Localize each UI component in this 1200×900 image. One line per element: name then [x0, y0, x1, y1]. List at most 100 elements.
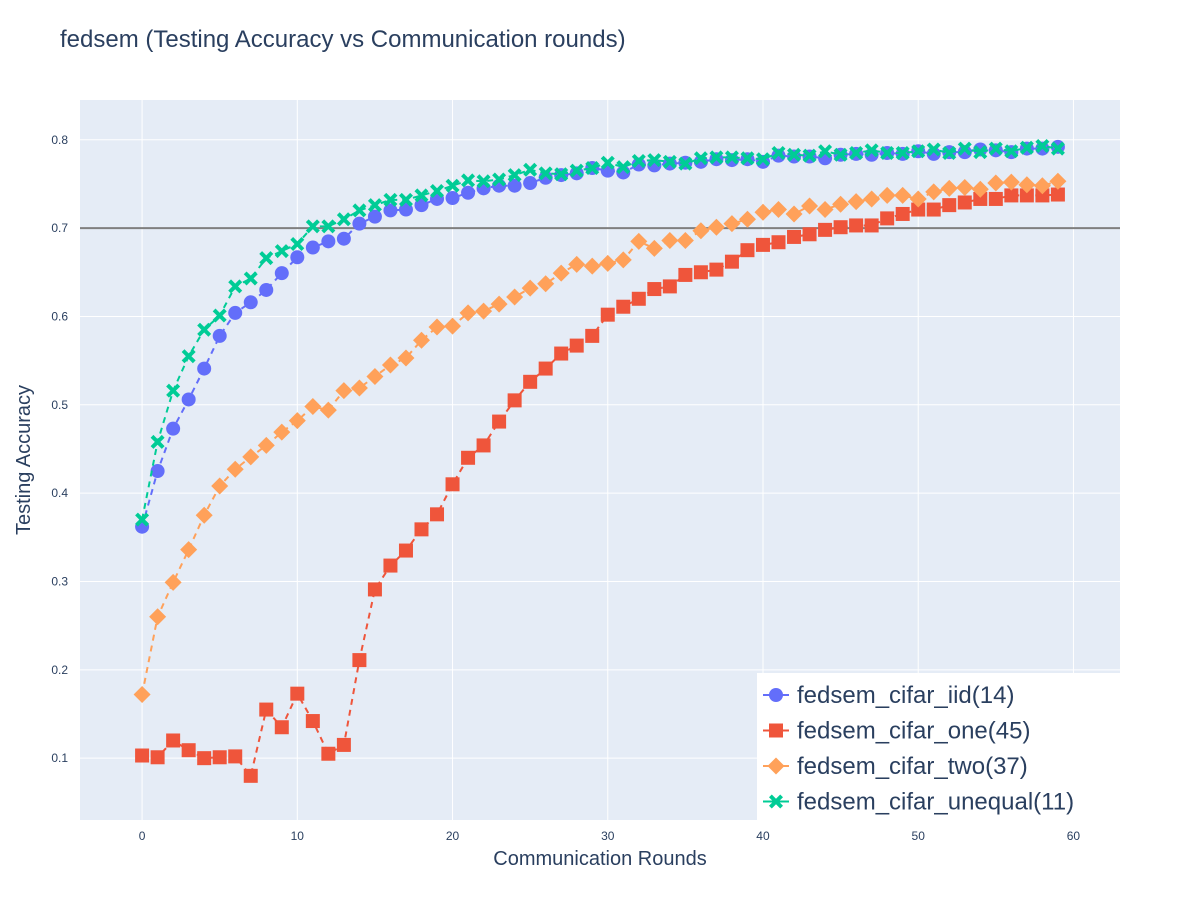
data-point	[723, 215, 741, 233]
data-point	[181, 743, 196, 758]
data-point	[880, 146, 895, 161]
data-point	[754, 203, 772, 221]
data-point	[305, 714, 320, 729]
data-point	[537, 275, 555, 293]
data-point	[181, 392, 196, 407]
data-point	[569, 338, 584, 353]
data-point	[600, 155, 615, 170]
series-line	[141, 144, 1059, 520]
legend-item[interactable]: fedsem_cifar_two(37)	[763, 753, 1028, 780]
y-tick-label: 0.3	[51, 574, 68, 588]
data-point	[678, 156, 693, 171]
data-point	[630, 232, 648, 250]
data-point	[212, 308, 227, 323]
data-point	[180, 541, 198, 559]
data-point	[569, 163, 584, 178]
data-point	[321, 234, 336, 249]
data-point	[492, 172, 507, 187]
data-point	[366, 368, 384, 386]
data-point	[398, 192, 413, 207]
data-point	[164, 573, 182, 591]
data-point	[242, 448, 260, 466]
data-point	[259, 702, 274, 717]
data-point	[832, 195, 850, 213]
data-point	[523, 162, 538, 177]
data-point	[987, 174, 1005, 192]
data-point	[631, 153, 646, 168]
chart-title: fedsem (Testing Accuracy vs Communicatio…	[60, 26, 626, 53]
data-point	[444, 317, 462, 335]
data-point	[583, 257, 601, 275]
data-point	[849, 146, 864, 161]
data-point	[568, 255, 586, 273]
data-point	[150, 464, 165, 479]
data-point	[661, 231, 679, 249]
x-tick-label: 20	[446, 829, 460, 843]
data-point	[956, 178, 974, 196]
data-point	[1049, 172, 1067, 190]
data-point	[381, 356, 399, 374]
legend-marker-swatch	[769, 794, 783, 809]
data-point	[740, 243, 755, 258]
legend-item[interactable]: fedsem_cifar_iid(14)	[763, 682, 1014, 709]
data-point	[707, 218, 725, 236]
data-point	[197, 751, 212, 766]
data-point	[257, 436, 275, 454]
data-point	[926, 142, 941, 157]
data-point	[135, 512, 150, 527]
x-tick-label: 0	[139, 829, 146, 843]
data-point	[319, 401, 337, 419]
data-point	[894, 186, 912, 204]
data-point	[521, 279, 539, 297]
data-point	[383, 203, 398, 218]
data-point	[523, 176, 538, 191]
data-point	[833, 147, 848, 162]
data-point	[492, 414, 507, 429]
legend-marker-swatch	[769, 723, 783, 738]
y-tick-label: 0.1	[51, 751, 68, 765]
legend-marker-swatch	[767, 757, 785, 775]
legend-item[interactable]: fedsem_cifar_unequal(11)	[763, 789, 1074, 816]
data-point	[445, 477, 460, 492]
data-point	[864, 218, 879, 233]
data-point	[490, 295, 508, 313]
data-point	[600, 307, 615, 322]
data-point	[523, 374, 538, 389]
legend[interactable]: fedsem_cifar_iid(14) fedsem_cifar_one(45)…	[757, 673, 1120, 823]
data-point	[135, 748, 150, 763]
data-point	[676, 231, 694, 249]
legend-item[interactable]: fedsem_cifar_one(45)	[763, 718, 1030, 745]
data-point	[787, 147, 802, 162]
data-point	[397, 349, 415, 367]
data-point	[957, 195, 972, 210]
legend-label: fedsem_cifar_two(37)	[797, 753, 1028, 780]
data-point	[599, 254, 617, 272]
data-point	[911, 202, 926, 217]
data-point	[398, 543, 413, 558]
data-point	[305, 240, 320, 255]
data-point	[461, 450, 476, 465]
data-point	[149, 608, 167, 626]
data-point	[818, 222, 833, 237]
data-point	[445, 178, 460, 193]
data-point	[336, 231, 351, 246]
data-point	[459, 304, 477, 322]
data-point	[476, 174, 491, 189]
y-axis-title: Testing Accuracy	[13, 385, 35, 535]
data-point	[383, 558, 398, 573]
data-point	[243, 271, 258, 286]
legend-label: fedsem_cifar_one(45)	[797, 718, 1030, 745]
data-point	[321, 746, 336, 761]
data-point	[662, 154, 677, 169]
data-point	[273, 423, 291, 441]
legend-box	[757, 673, 1120, 823]
data-point	[304, 398, 322, 416]
legend-label: fedsem_cifar_iid(14)	[797, 682, 1014, 709]
y-tick-label: 0.6	[51, 309, 68, 323]
data-point	[305, 219, 320, 234]
data-point	[133, 686, 151, 704]
data-point	[957, 141, 972, 156]
data-point	[212, 750, 227, 765]
data-point	[430, 183, 445, 198]
